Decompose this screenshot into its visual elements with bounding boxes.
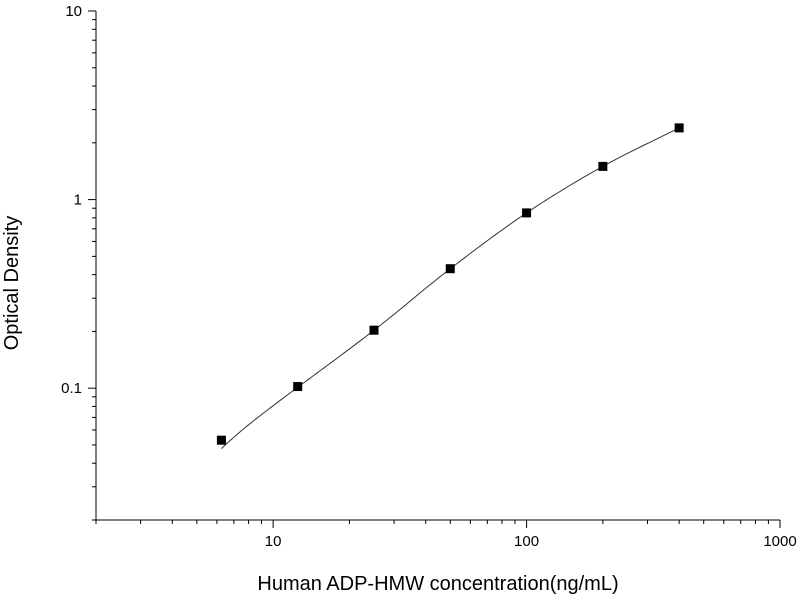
y-axis-title: Optical Density xyxy=(1,216,23,351)
y-tick-label: 10 xyxy=(65,3,82,20)
data-point-marker xyxy=(674,123,684,133)
labels-layer: Human ADP-HMW concentration(ng/mL) Optic… xyxy=(1,216,619,595)
data-point-marker xyxy=(293,382,303,392)
data-point-marker xyxy=(369,325,379,335)
x-axis-title: Human ADP-HMW concentration(ng/mL) xyxy=(257,573,618,595)
ticks-layer: 10 100 1000 0.1 1 10 xyxy=(61,3,797,550)
fit-curve xyxy=(221,127,680,450)
x-tick-label: 10 xyxy=(265,533,282,550)
data-point-marker xyxy=(522,208,532,218)
data-point-marker xyxy=(598,161,608,171)
axes-layer xyxy=(95,11,780,521)
data-point-marker xyxy=(216,435,226,445)
fit-curve-layer xyxy=(221,127,680,450)
y-tick-label: 1 xyxy=(74,192,82,209)
data-points-layer xyxy=(216,123,684,445)
y-tick-label: 0.1 xyxy=(61,380,82,397)
x-tick-label: 100 xyxy=(514,533,539,550)
data-point-marker xyxy=(445,264,455,274)
x-tick-label: 1000 xyxy=(763,533,796,550)
